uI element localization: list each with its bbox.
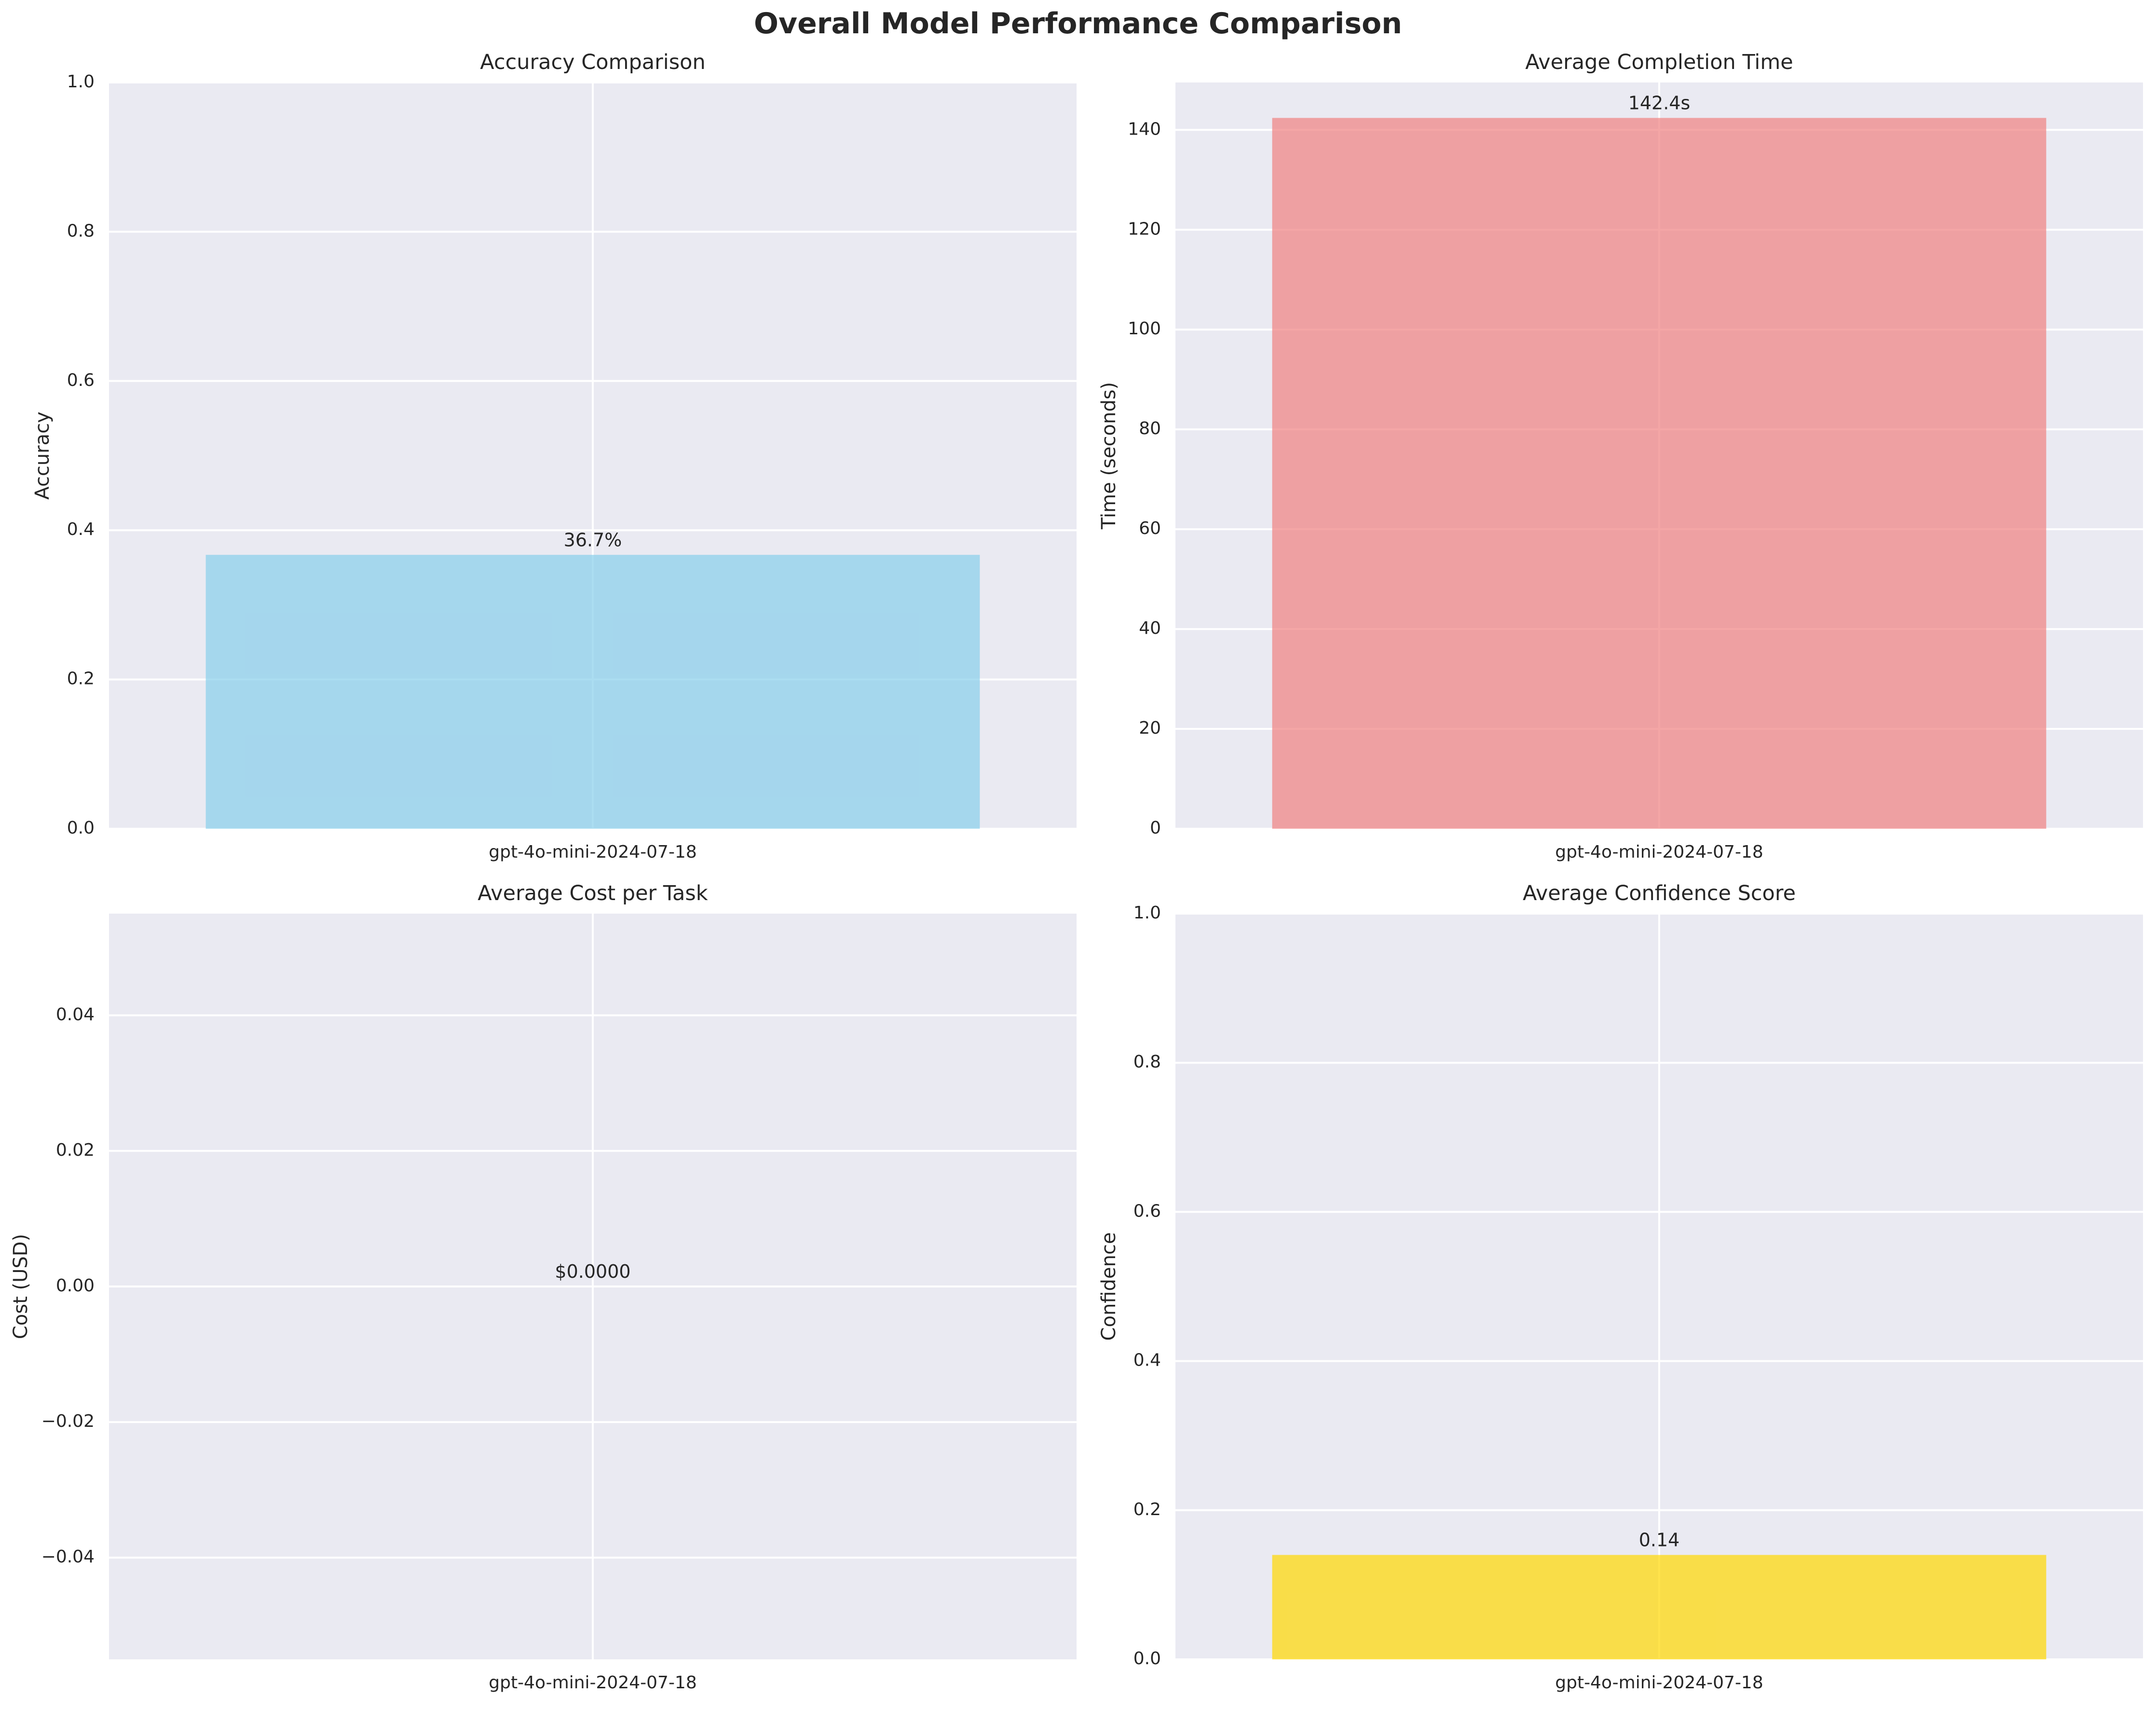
y-tick-label: 0.2 <box>1133 1500 1161 1519</box>
x-tick-label: gpt-4o-mini-2024-07-18 <box>489 1673 697 1693</box>
y-axis-label: Cost (USD) <box>10 1234 32 1339</box>
y-tick-label: 0.04 <box>56 1005 95 1025</box>
y-tick-label: 40 <box>1139 618 1161 638</box>
subplot-1: 0.0 0.2 0.4 0.6 0.8 1.0 36.7% gpt-4o-mini-2024-… <box>31 50 1077 862</box>
y-tick-label: 80 <box>1139 419 1161 438</box>
y-axis-label: Confidence <box>1098 1232 1120 1341</box>
bar-value-label: $0.0000 <box>555 1261 630 1282</box>
bar <box>1272 118 2047 829</box>
y-tick-label: 0.00 <box>56 1276 95 1296</box>
y-tick-label: 0.0 <box>1133 1649 1161 1669</box>
subplot-title: Average Confidence Score <box>1523 881 1796 905</box>
subplot-4: 0.0 0.2 0.4 0.6 0.8 1.0 0.14 gpt-4o-mini-2024-0… <box>1098 881 2143 1693</box>
y-tick-label: 100 <box>1128 319 1161 339</box>
y-tick-label: 60 <box>1139 519 1161 538</box>
y-tick-label: 1.0 <box>67 72 95 92</box>
y-tick-label: 120 <box>1128 219 1161 239</box>
subplot-title: Average Completion Time <box>1525 50 1793 74</box>
y-axis-label: Accuracy <box>31 411 54 500</box>
y-tick-label: −0.02 <box>41 1411 95 1431</box>
y-axis-label: Time (seconds) <box>1098 382 1120 530</box>
y-tick-label: 1.0 <box>1133 903 1161 923</box>
x-tick-label: gpt-4o-mini-2024-07-18 <box>1555 1673 1763 1693</box>
y-tick-label: 0.6 <box>1133 1201 1161 1221</box>
y-tick-label: 0 <box>1150 818 1161 838</box>
y-tick-label: 140 <box>1128 119 1161 139</box>
subplot-title: Average Cost per Task <box>478 881 708 905</box>
y-tick-label: 20 <box>1139 718 1161 738</box>
y-tick-label: 0.02 <box>56 1140 95 1160</box>
y-tick-label: 0.2 <box>67 669 95 689</box>
y-tick-label: 0.4 <box>67 520 95 539</box>
subplot-3: −0.04 −0.02 0.00 0.02 0.04 $0.0000 gpt-4o-mini… <box>10 881 1077 1693</box>
bar <box>1272 1555 2047 1659</box>
y-tick-label: 0.8 <box>67 221 95 241</box>
bar <box>206 555 980 829</box>
subplot-title: Accuracy Comparison <box>480 50 705 74</box>
bar-value-label: 36.7% <box>564 529 622 550</box>
figure-title: Overall Model Performance Comparison <box>0 7 2156 41</box>
y-tick-label: −0.04 <box>41 1547 95 1567</box>
y-tick-label: 0.6 <box>67 370 95 390</box>
bar-value-label: 142.4s <box>1628 92 1691 113</box>
x-tick-label: gpt-4o-mini-2024-07-18 <box>1555 842 1763 862</box>
x-tick-label: gpt-4o-mini-2024-07-18 <box>489 842 697 862</box>
subplot-2: 0 20 40 60 80 100 120 140 142.4s gpt-4o-mini-2024… <box>1098 50 2143 862</box>
bar-value-label: 0.14 <box>1639 1530 1680 1551</box>
y-tick-label: 0.8 <box>1133 1052 1161 1072</box>
y-tick-label: 0.0 <box>67 818 95 838</box>
y-tick-label: 0.4 <box>1133 1351 1161 1370</box>
